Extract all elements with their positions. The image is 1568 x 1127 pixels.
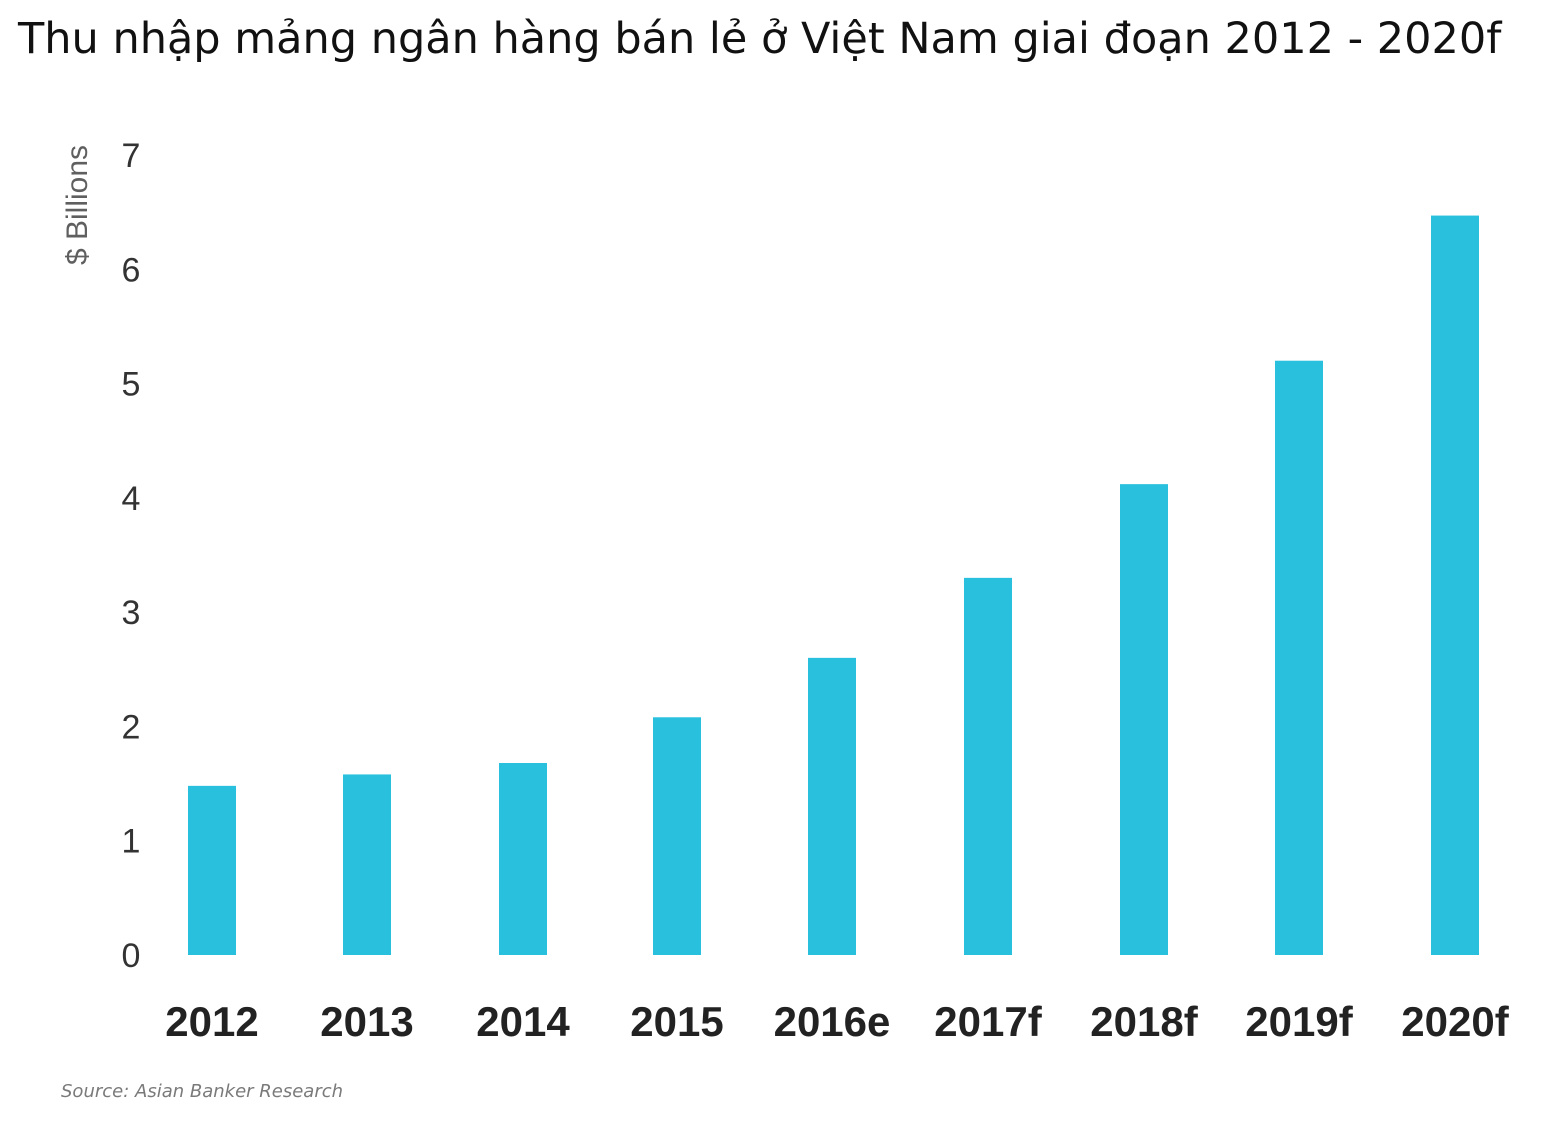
x-tick-label: 2016e [774,998,891,1045]
source-note: Source: Asian Banker Research [61,1081,344,1102]
bar-2013 [343,774,391,955]
y-tick-label: 6 [122,251,141,289]
y-axis-label: $ Billions [61,145,94,265]
x-tick-label: 2012 [165,998,258,1045]
bar-2015 [653,717,701,955]
y-tick-label: 7 [122,137,141,175]
bar-2014 [499,763,547,955]
bar-2012 [188,785,236,955]
bar-2019f [1275,360,1323,955]
bar-2016e [808,657,856,955]
y-tick-label: 5 [122,366,141,404]
y-axis-ticks: 0 1 2 3 4 5 6 7 [122,137,141,975]
x-tick-label: 2018f [1090,998,1198,1045]
y-tick-label: 2 [122,708,141,746]
x-axis-ticks: 2012 2013 2014 2015 2016e 2017f 2018f 2019f 2020… [165,998,1509,1045]
x-tick-label: 2020f [1401,998,1509,1045]
y-tick-label: 4 [122,480,141,518]
y-tick-label: 3 [122,594,141,632]
x-tick-label: 2014 [476,998,570,1045]
chart-title: Thu nhập mảng ngân hàng bán lẻ ở Việt Na… [18,14,1502,64]
x-tick-label: 2015 [630,998,723,1045]
y-tick-label: 1 [122,823,141,861]
x-tick-label: 2019f [1245,998,1353,1045]
x-tick-label: 2017f [934,998,1042,1045]
bar-2020f [1431,215,1479,956]
bar-2018f [1120,484,1168,955]
bars [188,215,1479,956]
x-tick-label: 2013 [320,998,413,1045]
bar-2017f [964,577,1012,955]
y-tick-label: 0 [122,937,141,975]
